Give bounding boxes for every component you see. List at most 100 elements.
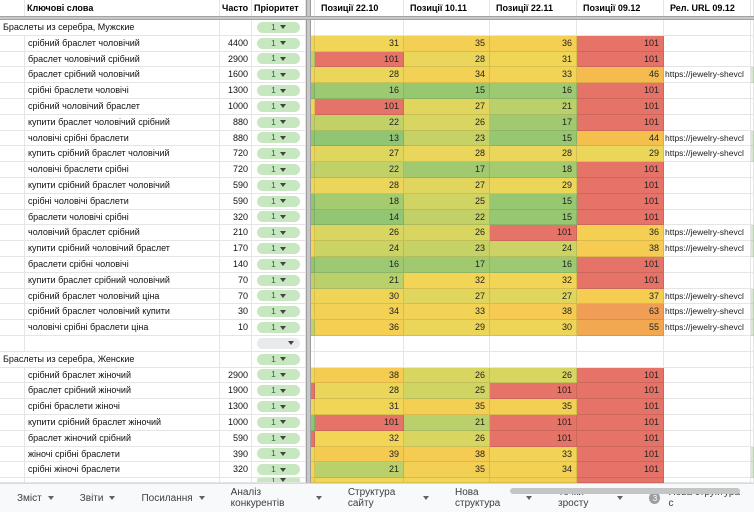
priority-dropdown[interactable]: 1 xyxy=(257,369,300,381)
position-cell[interactable]: 15 xyxy=(404,83,490,99)
row-indent-cell[interactable] xyxy=(0,272,25,289)
row-indent-cell[interactable] xyxy=(0,304,25,321)
position-cell[interactable] xyxy=(577,351,664,368)
position-cell[interactable]: 28 xyxy=(315,177,404,194)
priority-dropdown[interactable]: 1 xyxy=(257,258,300,270)
row-indent-cell[interactable] xyxy=(0,256,25,273)
url-cell[interactable] xyxy=(664,98,751,115)
keyword-cell[interactable]: срібні чоловічі браслети xyxy=(25,193,220,210)
priority-cell[interactable]: 1 xyxy=(252,162,306,178)
position-cell[interactable]: 28 xyxy=(490,146,577,163)
column-header-url[interactable]: Рел. URL 09.12 xyxy=(664,0,751,16)
frequency-cell[interactable] xyxy=(220,335,252,352)
frequency-cell[interactable]: 210 xyxy=(220,225,252,242)
position-cell[interactable]: 31 xyxy=(490,51,577,68)
position-cell[interactable] xyxy=(315,351,404,368)
column-header-priority[interactable]: Пріоритет xyxy=(252,0,306,16)
row-indent-cell[interactable] xyxy=(0,383,25,400)
priority-cell[interactable]: 1 xyxy=(252,304,306,321)
position-cell[interactable]: 22 xyxy=(404,209,490,226)
priority-dropdown[interactable]: 1 xyxy=(257,211,300,223)
sheet-tab-6[interactable]: Нова структура xyxy=(442,484,545,512)
position-cell[interactable] xyxy=(577,335,664,352)
keyword-cell[interactable]: браслети срібні чоловічі xyxy=(25,256,220,273)
position-cell[interactable]: 21 xyxy=(490,98,577,115)
position-cell[interactable]: 32 xyxy=(404,272,490,289)
position-cell[interactable]: 101 xyxy=(577,414,664,431)
priority-dropdown[interactable]: 1 xyxy=(257,179,300,191)
priority-dropdown[interactable]: 1 xyxy=(257,37,300,49)
keyword-cell[interactable]: срібні браслети жіночі xyxy=(25,399,220,415)
url-cell[interactable] xyxy=(664,446,751,463)
position-cell[interactable] xyxy=(404,351,490,368)
keyword-cell[interactable]: браслет чоловічий срібний xyxy=(25,51,220,68)
url-cell[interactable] xyxy=(664,193,751,210)
url-cell[interactable] xyxy=(664,367,751,384)
priority-cell[interactable]: 1 xyxy=(252,193,306,210)
position-cell[interactable]: 101 xyxy=(315,98,404,115)
frequency-cell[interactable] xyxy=(220,351,252,368)
position-cell[interactable]: 21 xyxy=(315,272,404,289)
priority-cell[interactable]: 1 xyxy=(252,241,306,257)
position-cell[interactable]: 33 xyxy=(490,446,577,463)
position-cell[interactable]: 24 xyxy=(315,241,404,257)
frequency-cell[interactable]: 2900 xyxy=(220,51,252,68)
position-cell[interactable]: 101 xyxy=(490,430,577,447)
position-cell[interactable]: 101 xyxy=(577,462,664,479)
frequency-cell[interactable]: 170 xyxy=(220,241,252,257)
position-cell[interactable]: 101 xyxy=(577,51,664,68)
position-cell[interactable]: 18 xyxy=(315,193,404,210)
row-indent-cell[interactable] xyxy=(0,83,25,99)
keyword-cell[interactable]: браслети чоловічі срібні xyxy=(25,209,220,226)
position-cell[interactable] xyxy=(315,20,404,36)
position-cell[interactable]: 36 xyxy=(315,320,404,336)
position-cell[interactable]: 16 xyxy=(315,256,404,273)
position-cell[interactable]: 33 xyxy=(404,304,490,321)
priority-dropdown[interactable]: 1 xyxy=(257,322,300,334)
position-cell[interactable]: 36 xyxy=(577,225,664,242)
url-cell[interactable]: https://jewelry-shevcl xyxy=(664,304,751,321)
position-cell[interactable]: 101 xyxy=(577,162,664,178)
frequency-cell[interactable]: 590 xyxy=(220,430,252,447)
priority-cell[interactable]: 1 xyxy=(252,67,306,84)
priority-dropdown[interactable]: 1 xyxy=(257,195,300,207)
position-cell[interactable]: 34 xyxy=(315,304,404,321)
keyword-cell[interactable]: срібні жіночі браслети xyxy=(25,462,220,479)
frequency-cell[interactable]: 320 xyxy=(220,209,252,226)
position-cell[interactable]: 27 xyxy=(404,177,490,194)
url-cell[interactable] xyxy=(664,51,751,68)
keyword-cell[interactable]: срібний браслет чоловічий ціна xyxy=(25,288,220,305)
priority-cell[interactable] xyxy=(252,335,306,352)
position-cell[interactable]: 23 xyxy=(404,130,490,147)
position-cell[interactable]: 21 xyxy=(315,462,404,479)
group-title-cell[interactable]: Браслеты из серебра, Мужские xyxy=(0,20,220,36)
priority-cell[interactable]: 1 xyxy=(252,414,306,431)
frequency-cell[interactable]: 720 xyxy=(220,162,252,178)
frequency-cell[interactable]: 1300 xyxy=(220,399,252,415)
position-cell[interactable]: 26 xyxy=(490,367,577,384)
priority-dropdown[interactable]: 1 xyxy=(257,416,300,428)
sheet-tab-1[interactable]: Зміст xyxy=(4,484,67,512)
position-cell[interactable]: 35 xyxy=(404,399,490,415)
position-cell[interactable]: 101 xyxy=(577,256,664,273)
position-cell[interactable]: 101 xyxy=(490,414,577,431)
row-indent-cell[interactable] xyxy=(0,288,25,305)
position-cell[interactable]: 63 xyxy=(577,304,664,321)
position-cell[interactable] xyxy=(577,20,664,36)
keyword-cell[interactable]: чоловічі срібні браслети ціна xyxy=(25,320,220,336)
column-header-positions-5[interactable]: Позиції 22.11 xyxy=(490,0,577,16)
priority-cell[interactable]: 1 xyxy=(252,209,306,226)
position-cell[interactable]: 15 xyxy=(490,193,577,210)
position-cell[interactable]: 13 xyxy=(315,130,404,147)
priority-cell[interactable]: 1 xyxy=(252,367,306,384)
url-cell[interactable] xyxy=(664,383,751,400)
url-cell[interactable] xyxy=(664,399,751,415)
url-cell[interactable] xyxy=(664,256,751,273)
position-cell[interactable] xyxy=(404,335,490,352)
position-cell[interactable]: 101 xyxy=(577,114,664,131)
row-indent-cell[interactable] xyxy=(0,209,25,226)
position-cell[interactable]: 38 xyxy=(577,241,664,257)
position-cell[interactable]: 16 xyxy=(490,83,577,99)
url-cell[interactable]: https://jewelry-shevcl xyxy=(664,67,751,84)
row-indent-cell[interactable] xyxy=(0,98,25,115)
